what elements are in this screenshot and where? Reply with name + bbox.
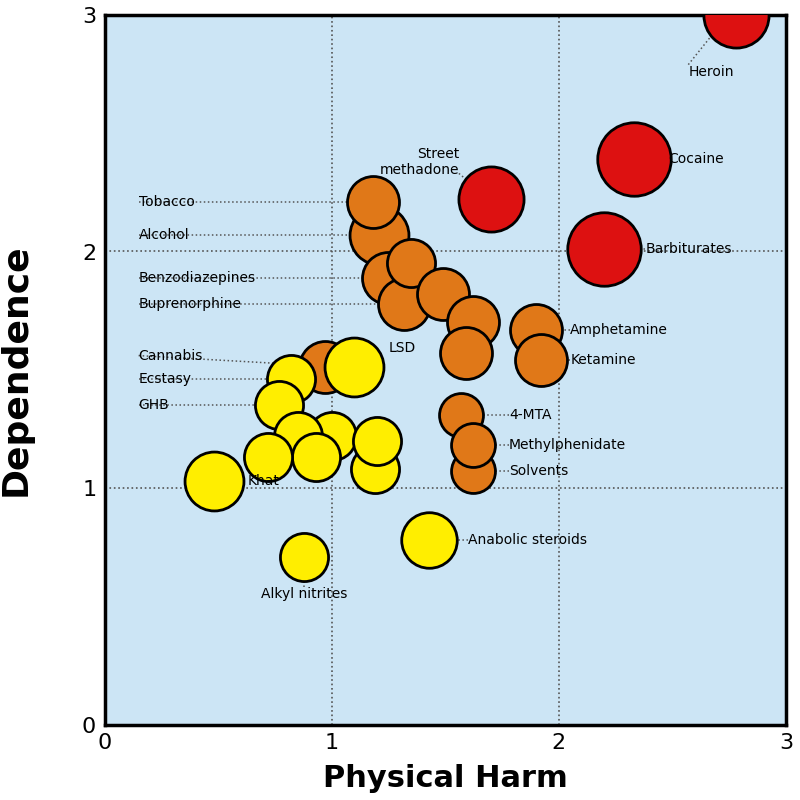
Point: [466, 465, 479, 478]
Point: [285, 373, 298, 386]
Point: [291, 430, 304, 442]
Point: [423, 534, 436, 546]
Point: [348, 361, 361, 374]
Point: [534, 354, 547, 366]
Text: Alkyl nitrites: Alkyl nitrites: [262, 587, 348, 602]
Point: [437, 288, 450, 301]
Point: [484, 193, 497, 206]
Point: [454, 408, 467, 421]
Text: Alcohol: Alcohol: [138, 228, 190, 242]
Point: [466, 316, 479, 329]
Text: 4-MTA: 4-MTA: [509, 408, 551, 422]
Text: Anabolic steroids: Anabolic steroids: [468, 533, 587, 547]
Text: Cannabis: Cannabis: [138, 349, 203, 362]
Point: [370, 434, 383, 447]
Point: [318, 361, 331, 374]
Point: [273, 399, 286, 412]
Text: Benzodiazepines: Benzodiazepines: [138, 270, 256, 285]
Point: [627, 153, 640, 166]
Text: Tobacco: Tobacco: [138, 195, 194, 209]
Text: LSD: LSD: [389, 342, 416, 355]
Point: [530, 323, 542, 336]
Point: [366, 195, 379, 208]
Point: [730, 9, 742, 22]
X-axis label: Physical Harm: Physical Harm: [323, 764, 568, 793]
Text: Ecstasy: Ecstasy: [138, 372, 192, 386]
Text: GHB: GHB: [138, 398, 170, 412]
Text: Amphetamine: Amphetamine: [570, 322, 668, 337]
Text: Khat: Khat: [248, 474, 279, 488]
Point: [382, 271, 395, 284]
Point: [459, 347, 472, 360]
Point: [598, 242, 610, 255]
Text: Ketamine: Ketamine: [570, 354, 636, 367]
Point: [369, 462, 382, 475]
Point: [466, 439, 479, 452]
Point: [310, 451, 322, 464]
Point: [326, 430, 338, 442]
Point: [373, 229, 386, 242]
Text: Solvents: Solvents: [509, 465, 568, 478]
Text: Dependence: Dependence: [0, 243, 33, 496]
Point: [398, 297, 410, 310]
Point: [298, 550, 311, 563]
Text: Cocaine: Cocaine: [668, 152, 723, 166]
Point: [405, 257, 418, 270]
Text: Street
methadone: Street methadone: [379, 146, 459, 177]
Text: Buprenorphine: Buprenorphine: [138, 297, 242, 310]
Point: [262, 451, 274, 464]
Text: Methylphenidate: Methylphenidate: [509, 438, 626, 453]
Text: Barbiturates: Barbiturates: [645, 242, 732, 256]
Point: [207, 474, 220, 487]
Text: Heroin: Heroin: [688, 65, 734, 78]
